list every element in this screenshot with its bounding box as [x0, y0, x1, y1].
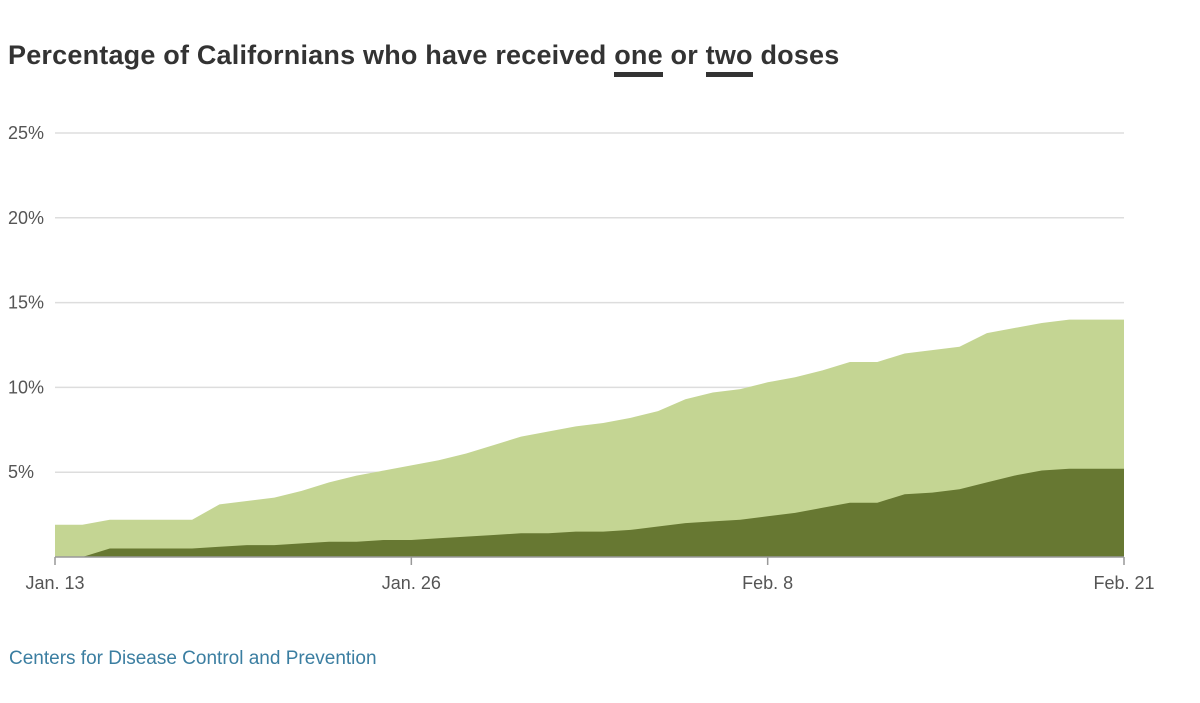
y-tick-label: 10% — [8, 377, 44, 397]
y-tick-label: 15% — [8, 293, 44, 313]
y-tick-label: 5% — [8, 462, 34, 482]
area-chart: 5% 10% 15% 20% 25% Jan. 13 Jan. 26 Feb. 8 Feb. … — [8, 123, 1155, 593]
title-prefix: Percentage of Californians who have rece… — [8, 40, 607, 70]
y-tick-label: 25% — [8, 123, 44, 143]
title-suffix: doses — [760, 40, 840, 70]
x-tick-label: Jan. 13 — [25, 573, 84, 593]
x-tick-label: Jan. 26 — [382, 573, 441, 593]
chart-title: Percentage of Californians who have rece… — [8, 40, 839, 77]
title-or: or — [670, 40, 698, 70]
area-series-two — [55, 468, 1124, 557]
area-series-one — [55, 319, 1124, 557]
x-tick-label: Feb. 8 — [742, 573, 793, 593]
x-axis: Jan. 13 Jan. 26 Feb. 8 Feb. 21 — [25, 556, 1155, 593]
x-tick-label: Feb. 21 — [1093, 573, 1154, 593]
series-areas — [55, 319, 1124, 557]
legend-one-dose: one — [614, 40, 663, 77]
y-tick-label: 20% — [8, 208, 44, 228]
source-link[interactable]: Centers for Disease Control and Preventi… — [9, 648, 377, 669]
legend-two-doses: two — [705, 40, 753, 77]
